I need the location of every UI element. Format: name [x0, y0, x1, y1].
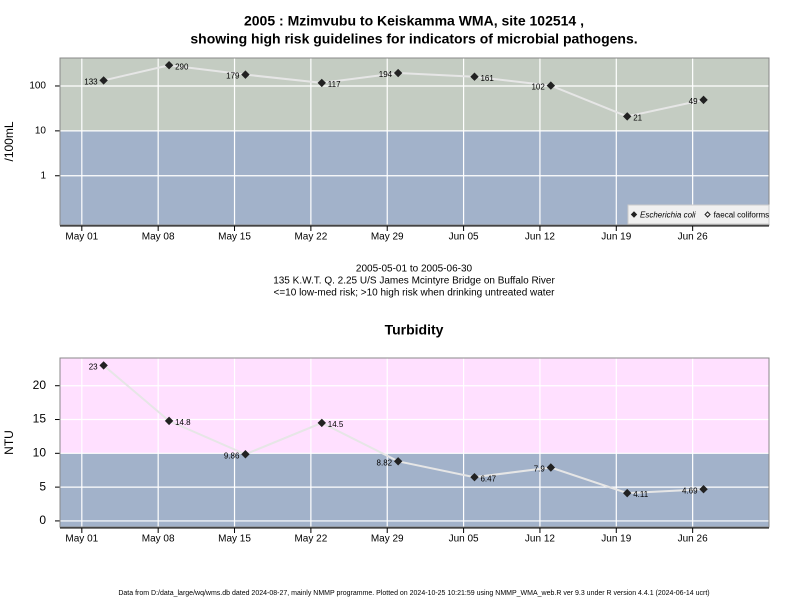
data-point — [470, 472, 479, 482]
y-tick-label: 5 — [39, 479, 46, 493]
y-tick-label: 0 — [39, 513, 46, 527]
data-point — [470, 72, 479, 81]
x-tick-label: May 01 — [65, 534, 98, 545]
data-label: 14.5 — [328, 420, 344, 429]
legend-marker — [704, 211, 711, 218]
data-point — [99, 361, 108, 370]
y-tick-label: 100 — [29, 81, 46, 92]
data-point — [317, 418, 326, 428]
data-label: 8.82 — [377, 458, 393, 467]
data-point — [622, 112, 632, 121]
x-tick-label: May 22 — [294, 534, 327, 545]
y-tick-label: 10 — [33, 445, 47, 459]
y-axis-label: /100mL — [2, 121, 16, 161]
data-point — [393, 68, 403, 78]
x-tick-label: May 22 — [294, 232, 327, 243]
x-tick-label: May 29 — [371, 534, 404, 545]
data-label: 21 — [633, 114, 642, 123]
data-label: 4.69 — [682, 486, 698, 495]
legend-label: Escherichia coli — [640, 211, 696, 220]
footer: Data from D:/data_large/wq/wms.db dated … — [118, 590, 709, 597]
risk-band-high — [60, 358, 769, 454]
data-point — [546, 81, 556, 90]
legend-box — [627, 204, 770, 225]
x-tick-label: Jun 05 — [449, 232, 479, 243]
x-tick-label: Jun 19 — [601, 232, 631, 243]
data-point — [546, 463, 556, 472]
y-tick-label: 20 — [33, 378, 47, 392]
data-point — [241, 450, 250, 459]
data-label: 102 — [531, 83, 545, 92]
data-point — [393, 457, 403, 466]
data-point — [164, 416, 174, 426]
data-point — [164, 61, 174, 70]
caption-line: 135 K.W.T. Q. 2.25 U/S James Mcintyre Br… — [273, 276, 555, 287]
y-axis-label: NTU — [2, 430, 16, 455]
plot-frame — [59, 57, 770, 226]
x-tick-label: May 08 — [142, 534, 175, 545]
risk-band-high — [60, 58, 769, 131]
data-label: 133 — [84, 78, 98, 87]
data-label: 23 — [89, 363, 98, 372]
data-label: 4.11 — [633, 490, 649, 499]
caption-line: <=10 low-med risk; >10 high risk when dr… — [274, 288, 556, 299]
data-label: 290 — [175, 62, 189, 71]
data-label: 161 — [480, 74, 494, 83]
data-label: 49 — [689, 97, 698, 106]
x-tick-label: Jun 12 — [525, 232, 555, 243]
chart-title: 2005 : Mzimvubu to Keiskamma WMA, site 1… — [244, 13, 584, 29]
x-tick-label: Jun 19 — [601, 534, 631, 545]
x-tick-label: May 15 — [218, 534, 251, 545]
legend-label: faecal coliforms — [714, 211, 770, 220]
data-label: 194 — [379, 70, 393, 79]
data-point — [317, 78, 326, 88]
x-tick-label: May 15 — [218, 232, 251, 243]
y-tick-label: 15 — [33, 412, 47, 426]
x-tick-label: Jun 26 — [678, 232, 708, 243]
data-label: 7.9 — [534, 465, 546, 474]
caption-line: 2005-05-01 to 2005-06-30 — [356, 264, 473, 275]
data-label: 9.86 — [224, 451, 240, 460]
data-label: 14.8 — [175, 418, 191, 427]
data-point — [622, 488, 632, 498]
data-point — [699, 485, 708, 494]
x-tick-label: May 01 — [65, 232, 98, 243]
x-tick-label: Jun 05 — [449, 534, 479, 545]
chart-title: showing high risk guidelines for indicat… — [190, 31, 637, 47]
y-tick-label: 10 — [35, 126, 47, 137]
data-label: 179 — [226, 72, 240, 81]
chart-title: Turbidity — [385, 322, 444, 338]
plot-frame — [59, 357, 770, 528]
y-tick-label: 1 — [40, 170, 46, 181]
x-tick-label: May 08 — [142, 232, 175, 243]
legend-marker — [630, 211, 638, 218]
x-tick-label: Jun 26 — [678, 534, 708, 545]
x-tick-label: Jun 12 — [525, 534, 555, 545]
data-point — [699, 95, 708, 105]
data-point — [241, 70, 250, 79]
data-label: 117 — [328, 80, 341, 89]
data-point — [99, 76, 108, 85]
data-label: 6.47 — [480, 474, 496, 483]
x-tick-label: May 29 — [371, 232, 404, 243]
